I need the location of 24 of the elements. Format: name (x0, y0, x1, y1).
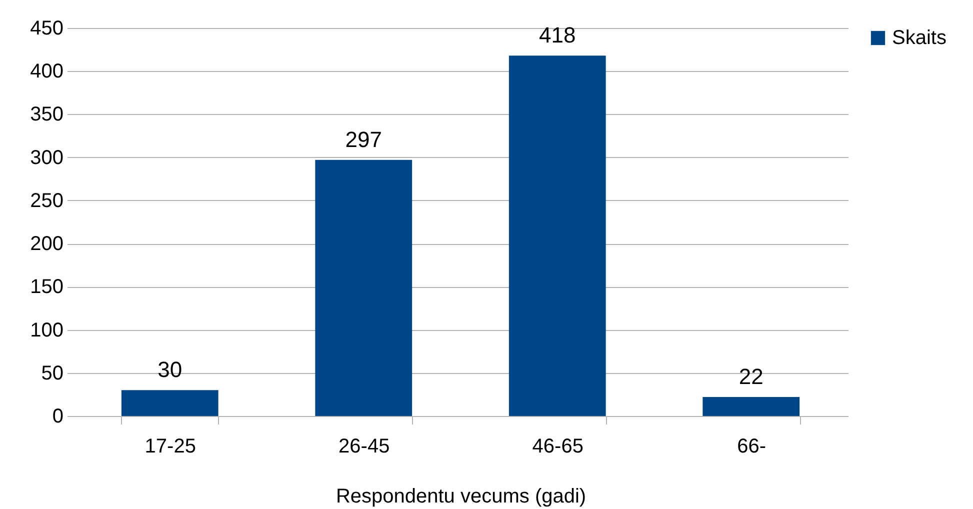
y-tick-label: 300 (30, 146, 64, 169)
y-tick-label: 50 (41, 362, 64, 384)
data-label: 297 (345, 126, 382, 152)
y-tick-label: 200 (30, 233, 64, 256)
bar (508, 56, 606, 416)
y-tick-label: 450 (30, 18, 64, 40)
bar (702, 397, 800, 416)
bar (121, 390, 218, 416)
x-tick-label: 26-45 (338, 436, 390, 458)
y-tick-label: 150 (30, 276, 64, 298)
data-label: 30 (158, 357, 182, 382)
legend-label: Skaits (892, 27, 946, 49)
x-tick-label: 17-25 (144, 436, 196, 458)
x-axis-title: Respondentu vecums (gadi) (336, 486, 586, 508)
y-tick-label: 0 (52, 406, 64, 428)
y-tick-label: 400 (30, 60, 64, 83)
y-tick-label: 250 (30, 190, 64, 212)
y-tick-label: 100 (30, 319, 64, 342)
data-label: 418 (539, 22, 576, 48)
data-label: 22 (738, 364, 764, 390)
x-tick-label: 46-65 (532, 436, 584, 458)
x-tick-label: 66- (737, 436, 766, 458)
bar (315, 160, 412, 416)
y-tick-label: 350 (30, 104, 64, 126)
